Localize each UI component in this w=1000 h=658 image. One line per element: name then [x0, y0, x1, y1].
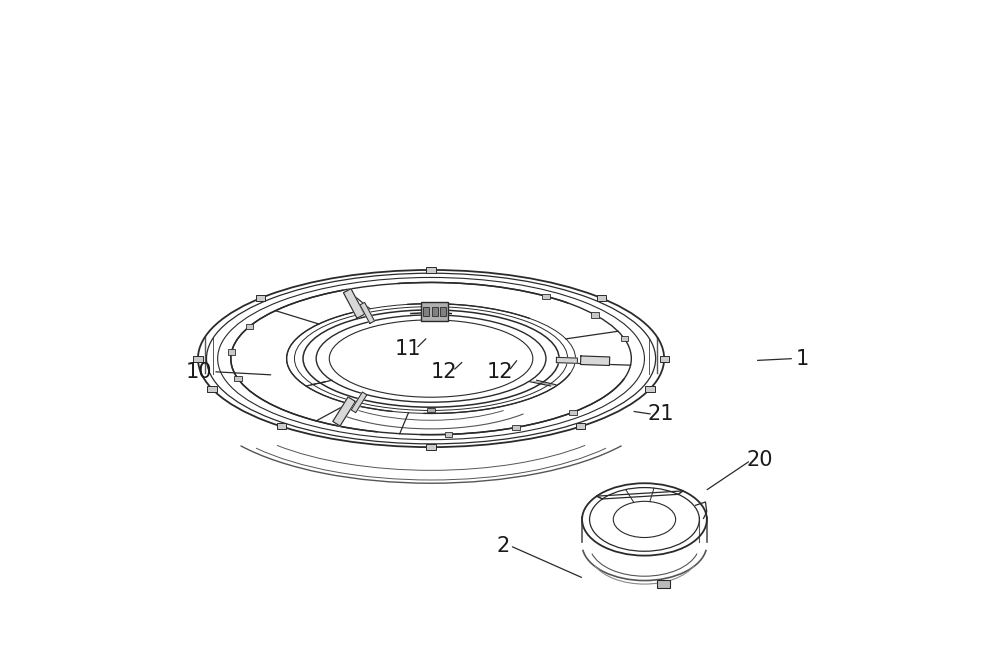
Bar: [432, 307, 438, 316]
Polygon shape: [360, 303, 374, 324]
Bar: [423, 307, 429, 316]
Bar: [246, 324, 253, 329]
Text: 1: 1: [795, 349, 809, 368]
Bar: [421, 302, 448, 322]
Polygon shape: [333, 397, 355, 426]
Bar: [597, 295, 606, 301]
Bar: [256, 295, 265, 301]
Text: 12: 12: [431, 362, 457, 382]
Bar: [660, 355, 669, 361]
Bar: [445, 432, 452, 437]
Bar: [440, 307, 446, 316]
Bar: [542, 293, 550, 299]
Bar: [426, 267, 436, 273]
Polygon shape: [581, 356, 610, 365]
Text: 21: 21: [648, 405, 674, 424]
Polygon shape: [556, 357, 577, 363]
Text: 10: 10: [186, 362, 213, 382]
Text: 12: 12: [487, 362, 513, 382]
Bar: [427, 305, 435, 309]
Bar: [657, 580, 670, 588]
Bar: [228, 349, 235, 355]
Bar: [591, 313, 599, 318]
Bar: [576, 424, 585, 430]
Bar: [207, 386, 217, 392]
Bar: [569, 410, 577, 415]
Text: 11: 11: [395, 339, 421, 359]
Bar: [234, 376, 242, 381]
Text: 20: 20: [746, 450, 773, 470]
Text: 2: 2: [497, 536, 510, 556]
Bar: [193, 355, 203, 361]
Bar: [645, 386, 655, 392]
Bar: [512, 425, 520, 430]
Polygon shape: [351, 392, 367, 413]
Bar: [621, 336, 628, 342]
Bar: [426, 444, 436, 450]
Bar: [277, 424, 286, 430]
Polygon shape: [343, 289, 365, 318]
Bar: [427, 408, 435, 412]
